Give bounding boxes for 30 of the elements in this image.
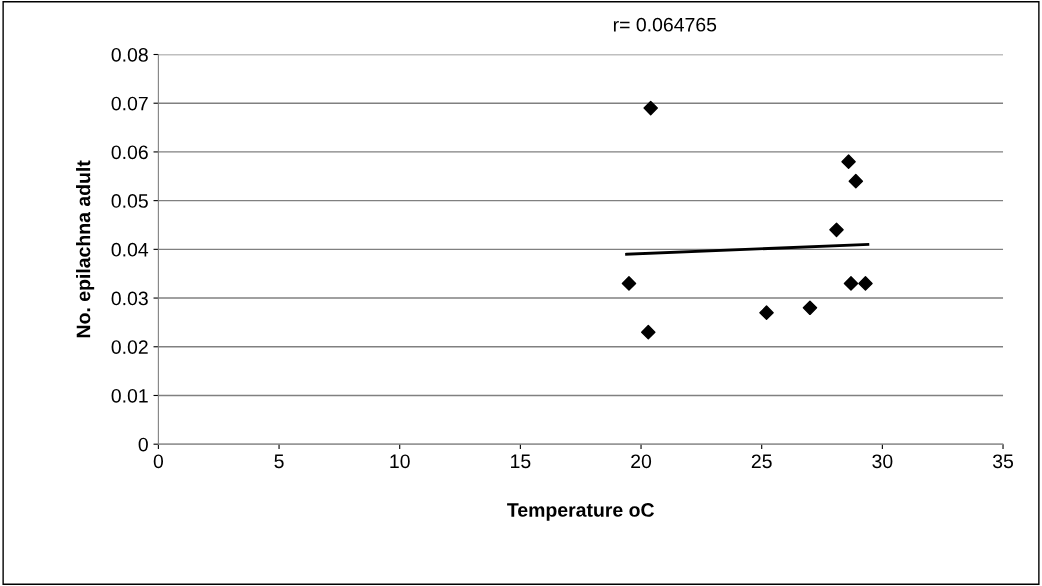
point [841, 154, 856, 169]
point [759, 305, 774, 320]
point [843, 276, 859, 291]
x-tick-label: 5 [274, 454, 284, 469]
y-axis-title: No. epilachna adult [76, 160, 95, 338]
x-axis-title: Temperature oC [507, 503, 655, 521]
x-tick-label: 30 [872, 454, 893, 469]
point [802, 300, 818, 316]
point [640, 324, 656, 340]
point [848, 173, 864, 189]
y-tick-label: 0.03 [111, 291, 148, 306]
x-tick-label: 20 [631, 454, 652, 469]
y-tick-label: 0.01 [111, 388, 148, 403]
y-tick-label: 0.02 [111, 340, 148, 354]
y-tick-label: 0.04 [111, 242, 149, 257]
x-tick-label: 10 [390, 454, 410, 469]
x-tick-label: 35 [992, 454, 1014, 469]
y-tick-label: 0.06 [111, 145, 148, 160]
x-tick-label: 0 [153, 454, 164, 469]
point [643, 100, 658, 116]
y-tick-label: 0.07 [111, 96, 148, 111]
text: r= 0.064765 [613, 17, 717, 32]
y-tick-label: 0.08 [111, 47, 148, 62]
point [829, 222, 844, 238]
x-tick-label: 25 [751, 454, 772, 469]
y-tick-label: 0.05 [111, 194, 148, 208]
point [621, 276, 637, 291]
x-tick-label: 15 [511, 454, 531, 469]
y-tick-label: 0 [138, 437, 148, 452]
point [858, 276, 873, 291]
